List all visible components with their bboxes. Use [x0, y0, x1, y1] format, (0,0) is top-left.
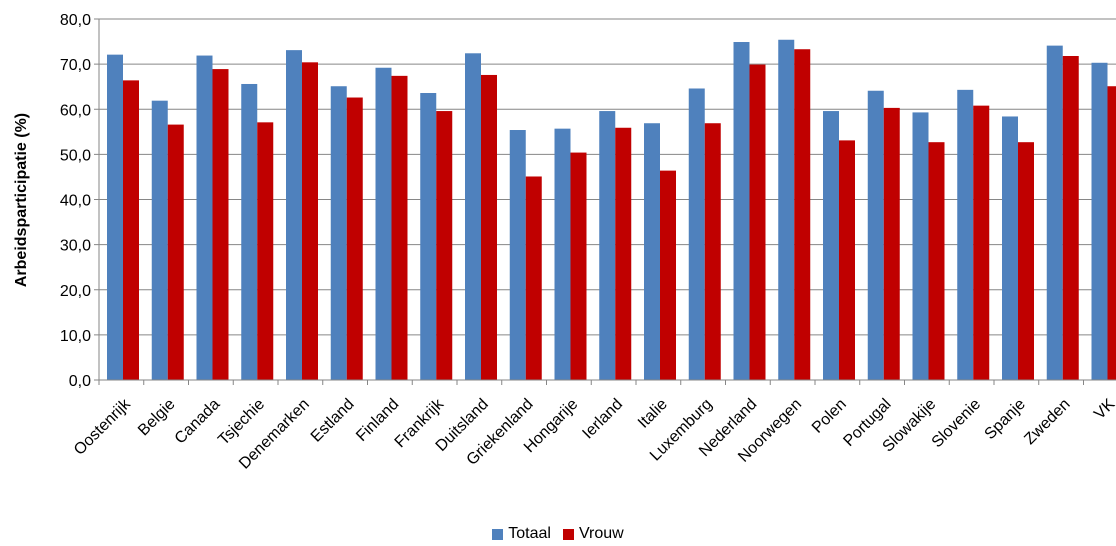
x-tick-label: VK — [1091, 396, 1116, 423]
bar-totaal-noorwegen — [778, 39, 795, 380]
bar-totaal-duitsland — [465, 53, 481, 381]
axes — [98, 19, 1116, 381]
bar-vrouw-italie — [660, 170, 676, 380]
bar-vrouw-canada — [212, 69, 229, 381]
bar-vrouw-noorwegen — [794, 49, 811, 380]
bar-totaal-luxemburg — [688, 88, 705, 381]
bar-vrouw-belgie — [167, 124, 184, 380]
y-tick-label: 70,0 — [60, 57, 91, 74]
bar-totaal-zweden — [1046, 45, 1063, 380]
bar-vrouw-ierland — [615, 127, 632, 380]
bar-totaal-estland — [330, 86, 347, 380]
y-tick-label: 50,0 — [60, 147, 91, 164]
bar-vrouw-denemarken — [302, 62, 318, 380]
bar-vrouw-nederland — [749, 64, 766, 381]
x-tick-label: Italie — [635, 396, 671, 432]
y-axis-title: Arbeidsparticipatie (%) — [13, 113, 30, 287]
bar-vrouw-tsjechie — [257, 122, 274, 381]
legend-item-totaal: Totaal — [492, 525, 551, 543]
bar-vrouw-estland — [346, 97, 363, 380]
y-tick-label: 60,0 — [60, 102, 91, 119]
y-tick-label: 80,0 — [60, 12, 91, 29]
bar-totaal-belgie — [151, 100, 168, 381]
x-tick-label: Ierland — [579, 396, 626, 443]
bar-totaal-canada — [196, 55, 213, 381]
y-tick-label: 20,0 — [60, 283, 91, 300]
bar-vrouw-griekenland — [525, 176, 542, 380]
legend-swatch-vrouw — [562, 528, 574, 540]
bar-vrouw-frankrijk — [436, 111, 453, 381]
x-tick-label: Oostenrijk — [71, 395, 135, 459]
bar-totaal-spanje — [1002, 116, 1018, 380]
bar-totaal-finland — [375, 67, 392, 381]
bar-vrouw-luxemburg — [704, 123, 721, 381]
legend-label-totaal: Totaal — [508, 525, 551, 542]
bar-vrouw-hongarije — [570, 152, 587, 380]
bar-vrouw-polen — [839, 140, 855, 380]
bar-totaal-griekenland — [509, 130, 526, 380]
bar-totaal-polen — [823, 111, 839, 381]
bar-vrouw-slowakije — [928, 142, 945, 380]
x-tick-label: Slovenie — [929, 396, 984, 451]
y-axis-ticks: 0,0 10,0 20,0 30,0 40,0 50,0 60,0 70,0 80,0 — [60, 12, 91, 390]
bar-totaal-ierland — [599, 111, 616, 381]
bar-totaal-frankrijk — [420, 93, 437, 380]
legend-label-vrouw: Vrouw — [578, 525, 624, 542]
x-tick-label: Belgie — [135, 396, 179, 440]
x-tick-label: Canada — [172, 396, 224, 448]
y-tick-label: 10,0 — [60, 328, 91, 345]
y-tick-label: 30,0 — [60, 238, 91, 255]
x-axis-labels: Oostenrijk BelgieCanadaTsjechieDenemarken… — [71, 395, 1116, 473]
bar-vrouw-slovenie — [973, 105, 990, 380]
bar-totaal-oostenrijk — [107, 54, 123, 381]
bar-totaal-portugal — [867, 90, 884, 380]
legend: Totaal Vrouw — [0, 525, 1116, 543]
bar-vrouw-vk — [1107, 86, 1116, 380]
bar-vrouw-finland — [391, 75, 408, 381]
bar-totaal-hongarije — [554, 128, 571, 380]
bar-vrouw-spanje — [1018, 142, 1034, 380]
x-tick-label: Estland — [308, 396, 358, 446]
legend-swatch-totaal — [492, 528, 504, 540]
bar-totaal-nederland — [733, 42, 750, 381]
bar-totaal-vk — [1091, 62, 1108, 381]
bars — [107, 39, 1116, 381]
x-tick-label: Polen — [809, 396, 850, 437]
x-tick-label: Zweden — [1021, 396, 1073, 448]
y-tick-label: 0,0 — [69, 373, 91, 390]
legend-item-vrouw: Vrouw — [562, 525, 624, 543]
y-tick-label: 40,0 — [60, 193, 91, 210]
bar-vrouw-duitsland — [481, 74, 497, 380]
bar-vrouw-oostenrijk — [123, 80, 139, 381]
bar-totaal-slovenie — [957, 89, 974, 380]
bar-totaal-italie — [644, 123, 660, 381]
bar-totaal-slowakije — [912, 112, 929, 380]
bar-totaal-denemarken — [286, 50, 302, 380]
bar-vrouw-portugal — [883, 107, 900, 381]
bar-vrouw-zweden — [1062, 56, 1079, 380]
bar-totaal-tsjechie — [241, 83, 258, 380]
